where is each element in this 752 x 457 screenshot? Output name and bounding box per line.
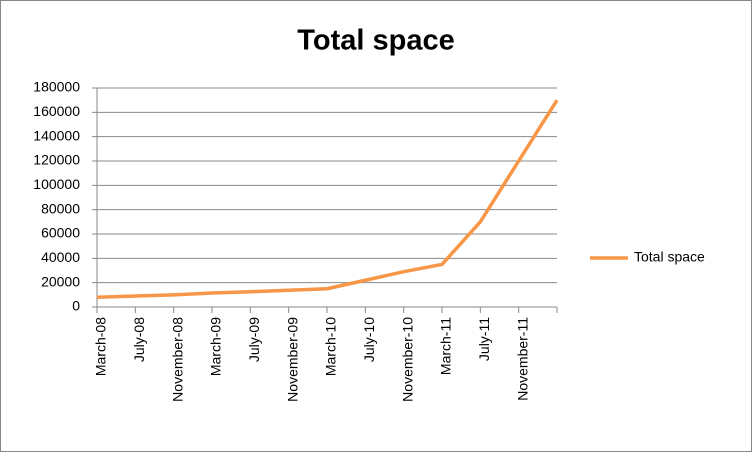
y-tick-label: 60000 — [41, 225, 80, 241]
x-tick-label: November-10 — [399, 317, 415, 402]
x-tick-label: March-10 — [323, 317, 339, 376]
chart-title: Total space — [297, 25, 454, 57]
x-tick-label: March-09 — [208, 317, 224, 376]
x-tick-label: November-09 — [284, 317, 300, 402]
x-tick-label: November-11 — [514, 317, 530, 401]
x-tick-label: March-11 — [438, 317, 454, 375]
y-tick-label: 120000 — [33, 152, 80, 168]
y-tick-label: 160000 — [33, 103, 80, 119]
y-tick-label: 0 — [72, 298, 80, 314]
x-tick-label: November-08 — [169, 317, 185, 402]
x-tick-label: July-10 — [361, 317, 377, 362]
x-tick-label: July-08 — [131, 317, 147, 362]
y-tick-label: 80000 — [41, 200, 80, 216]
x-tick-label: July-11 — [476, 317, 492, 361]
y-tick-label: 180000 — [33, 79, 80, 95]
y-tick-label: 140000 — [33, 127, 80, 143]
line-series — [96, 99, 559, 300]
y-tick-label: 40000 — [41, 249, 80, 265]
x-tick-label: July-09 — [246, 317, 262, 362]
y-tick-label: 20000 — [41, 273, 80, 289]
x-tick-label: March-08 — [93, 317, 109, 376]
legend-label: Total space — [634, 249, 705, 265]
y-tick-label: 100000 — [33, 176, 80, 192]
